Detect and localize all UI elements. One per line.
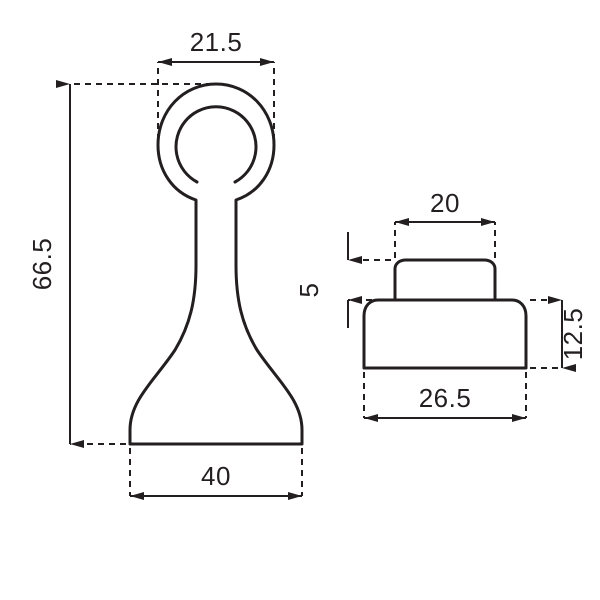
dim-base-width: 40: [130, 448, 302, 496]
dim-total-height-value: 66.5: [27, 238, 57, 291]
dim-cap-body-height-value: 12.5: [558, 308, 588, 361]
main-ring-inner: [176, 107, 256, 182]
dim-base-width-value: 40: [201, 461, 231, 491]
dim-cap-top-width: 20: [395, 188, 495, 258]
cap-outline: [364, 260, 526, 368]
dim-cap-top-gap-value: 5: [294, 283, 324, 298]
dim-cap-body-width-value: 26.5: [419, 383, 472, 413]
main-outline: [130, 84, 302, 444]
dim-total-height: 66.5: [27, 84, 212, 444]
dim-ring-width-value: 21.5: [190, 27, 243, 57]
dim-cap-top-gap: 5: [294, 232, 391, 328]
dim-cap-body-height: 12.5: [530, 300, 588, 368]
part-main: 21.5 40 66.5: [27, 27, 302, 496]
dim-cap-body-width: 26.5: [364, 372, 526, 418]
part-cap: 20 26.5 12.5 5: [294, 188, 588, 418]
dim-cap-top-width-value: 20: [430, 188, 460, 218]
technical-drawing: 21.5 40 66.5 20: [0, 0, 600, 600]
